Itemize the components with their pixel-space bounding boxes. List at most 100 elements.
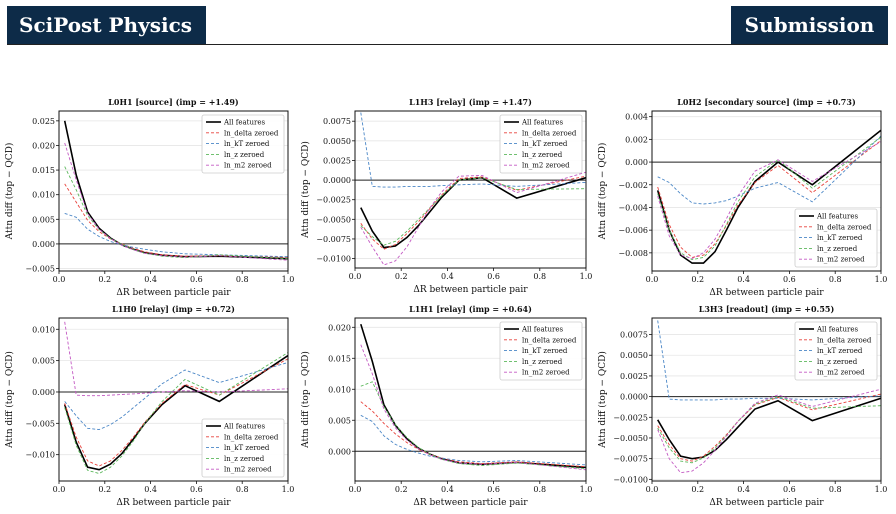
x-tick-label: 0.8 bbox=[829, 275, 842, 284]
journal-title: SciPost Physics bbox=[19, 13, 193, 37]
y-tick-label: 0.025 bbox=[32, 117, 55, 126]
y-axis-label: Attn diff (top − QCD) bbox=[4, 351, 15, 449]
legend-label: ln_m2 zeroed bbox=[522, 369, 570, 377]
series-line bbox=[657, 140, 882, 258]
x-tick-label: 0.8 bbox=[236, 275, 249, 284]
y-tick-label: 0.004 bbox=[625, 113, 648, 122]
x-tick-label: 0.6 bbox=[487, 272, 500, 281]
legend: All features ln_delta zeroed ln_kT zeroed l… bbox=[794, 321, 878, 381]
y-tick-label: 0.005 bbox=[32, 357, 55, 366]
y-tick-label: 0.002 bbox=[625, 135, 648, 144]
y-tick-label: 0.005 bbox=[32, 215, 55, 224]
legend: All features ln_delta zeroed ln_kT zeroed l… bbox=[201, 114, 285, 174]
legend-label: All features bbox=[223, 119, 265, 127]
submission-label: Submission bbox=[744, 13, 875, 37]
legend-label: ln_m2 zeroed bbox=[224, 162, 272, 170]
y-tick-label: −0.004 bbox=[618, 203, 648, 212]
x-tick-label: 0.2 bbox=[98, 485, 111, 494]
legend-label: All features bbox=[816, 213, 858, 221]
legend-label: ln_delta zeroed bbox=[522, 129, 577, 137]
y-axis-label: Attn diff (top − QCD) bbox=[4, 143, 15, 241]
x-tick-label: 0.0 bbox=[53, 275, 66, 284]
y-tick-label: 0.020 bbox=[328, 323, 351, 332]
y-tick-label: 0.020 bbox=[32, 141, 55, 150]
series-line bbox=[657, 388, 882, 474]
series-line bbox=[657, 396, 882, 464]
y-tick-label: −0.0050 bbox=[613, 434, 648, 443]
legend-label: ln_kT zeroed bbox=[522, 347, 568, 355]
x-tick-label: 0.0 bbox=[646, 485, 659, 494]
y-tick-label: −0.002 bbox=[618, 181, 648, 190]
chart-title: L0H2 [secondary source] (imp = +0.73) bbox=[677, 97, 856, 107]
series-line bbox=[360, 401, 587, 468]
x-tick-label: 0.2 bbox=[691, 275, 704, 284]
legend-label: All features bbox=[521, 326, 563, 334]
y-tick-label: 0.0000 bbox=[620, 393, 648, 402]
y-tick-label: 0.000 bbox=[625, 158, 648, 167]
series-line bbox=[64, 362, 289, 431]
y-tick-label: −0.0025 bbox=[316, 196, 351, 205]
series-line bbox=[360, 344, 587, 471]
legend-label: ln_z zeroed bbox=[522, 358, 563, 366]
legend: All features ln_delta zeroed ln_kT zeroed l… bbox=[499, 114, 583, 174]
plot-frame bbox=[651, 317, 882, 482]
series-line bbox=[657, 320, 882, 401]
series-line bbox=[64, 142, 289, 261]
y-tick-label: 0.0000 bbox=[323, 176, 351, 185]
x-tick-label: 0.4 bbox=[737, 485, 750, 494]
legend-box bbox=[499, 321, 583, 381]
series-line bbox=[657, 397, 882, 460]
x-tick-label: 0.2 bbox=[395, 485, 408, 494]
chart-title: L1H3 [relay] (imp = +1.47) bbox=[409, 97, 532, 107]
y-tick-label: 0.005 bbox=[328, 416, 351, 425]
x-tick-label: 0.4 bbox=[441, 485, 454, 494]
x-tick-label: 0.2 bbox=[395, 272, 408, 281]
x-tick-label: 0.6 bbox=[190, 275, 203, 284]
y-tick-label: 0.015 bbox=[328, 354, 351, 363]
series-line bbox=[657, 393, 882, 462]
series-line bbox=[360, 112, 587, 188]
legend-label: ln_m2 zeroed bbox=[817, 369, 865, 377]
x-tick-label: 0.2 bbox=[98, 275, 111, 284]
legend-box bbox=[794, 321, 878, 381]
y-axis-label: Attn diff (top − QCD) bbox=[597, 351, 608, 449]
legend-label: ln_z zeroed bbox=[817, 358, 858, 366]
series-line bbox=[360, 171, 587, 266]
chart-panel: 0.0 0.2 0.4 0.6 0.8 1.0 −0.0100 −0.0075 −0.0050 −… bbox=[597, 304, 887, 508]
y-tick-label: 0.010 bbox=[328, 385, 351, 394]
series-line bbox=[360, 414, 587, 466]
x-tick-label: 0.6 bbox=[487, 485, 500, 494]
x-axis-label: ΔR between particle pair bbox=[116, 498, 231, 508]
series-line bbox=[64, 166, 289, 260]
chart-title: L1H1 [relay] (imp = +0.64) bbox=[409, 304, 532, 314]
legend-label: ln_z zeroed bbox=[817, 245, 858, 253]
x-tick-label: 0.0 bbox=[349, 485, 362, 494]
y-axis-label: Attn diff (top − QCD) bbox=[597, 143, 608, 241]
y-tick-label: 0.0050 bbox=[620, 351, 648, 360]
legend-label: ln_delta zeroed bbox=[817, 336, 872, 344]
legend-label: ln_m2 zeroed bbox=[522, 162, 570, 170]
y-tick-label: −0.0075 bbox=[613, 455, 648, 464]
x-tick-label: 1.0 bbox=[875, 485, 888, 494]
legend-label: ln_m2 zeroed bbox=[224, 466, 272, 474]
y-tick-label: −0.005 bbox=[25, 419, 55, 428]
x-tick-label: 0.6 bbox=[783, 275, 796, 284]
x-tick-label: 0.0 bbox=[646, 275, 659, 284]
legend-label: All features bbox=[521, 119, 563, 127]
legend-label: ln_kT zeroed bbox=[224, 444, 270, 452]
y-axis-label: Attn diff (top − QCD) bbox=[300, 351, 311, 449]
y-tick-label: −0.005 bbox=[25, 265, 55, 274]
x-tick-label: 0.2 bbox=[691, 485, 704, 494]
legend: All features ln_delta zeroed ln_kT zeroed l… bbox=[794, 208, 878, 268]
x-tick-label: 0.6 bbox=[783, 485, 796, 494]
x-tick-label: 0.4 bbox=[737, 275, 750, 284]
x-tick-label: 0.4 bbox=[144, 275, 157, 284]
series-line bbox=[360, 176, 587, 249]
x-axis-label: ΔR between particle pair bbox=[413, 498, 528, 508]
x-tick-label: 1.0 bbox=[580, 272, 593, 281]
legend-label: All features bbox=[816, 326, 858, 334]
chart-title: L1H0 [relay] (imp = +0.72) bbox=[112, 304, 235, 314]
y-tick-label: 0.0025 bbox=[620, 372, 648, 381]
y-tick-label: 0.010 bbox=[32, 191, 55, 200]
